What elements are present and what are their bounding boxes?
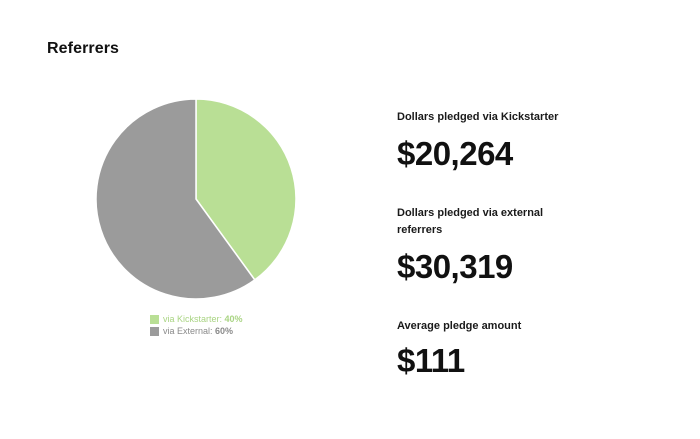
pie-slice-external [95,98,256,300]
stat-label-kickstarter: Dollars pledged via Kickstarter [397,111,559,123]
chart-legend: via Kickstarter: 40% via External: 60% [150,313,243,337]
stat-value-average: $111 [397,342,465,379]
legend-value-external: 60% [215,326,234,336]
legend-label-external: via External: [163,326,213,336]
pie-slice-kickstarter [195,98,297,281]
legend-label-kickstarter: via Kickstarter: [163,314,223,324]
legend-swatch-kickstarter [150,314,159,324]
legend-item-external: via External: 60% [150,325,243,337]
stat-label-external: Dollars pledged via external referrers [397,207,544,236]
pie-chart [94,97,298,301]
stat-label-average: Average pledge amount [397,320,522,332]
page-title: Referrers [47,40,120,57]
stat-value-external: $30,319 [397,248,513,285]
legend-value-kickstarter: 40% [224,314,243,324]
legend-item-kickstarter: via Kickstarter: 40% [150,313,243,325]
pie-svg [95,98,297,300]
legend-swatch-external [150,326,159,336]
stat-value-kickstarter: $20,264 [397,135,513,172]
